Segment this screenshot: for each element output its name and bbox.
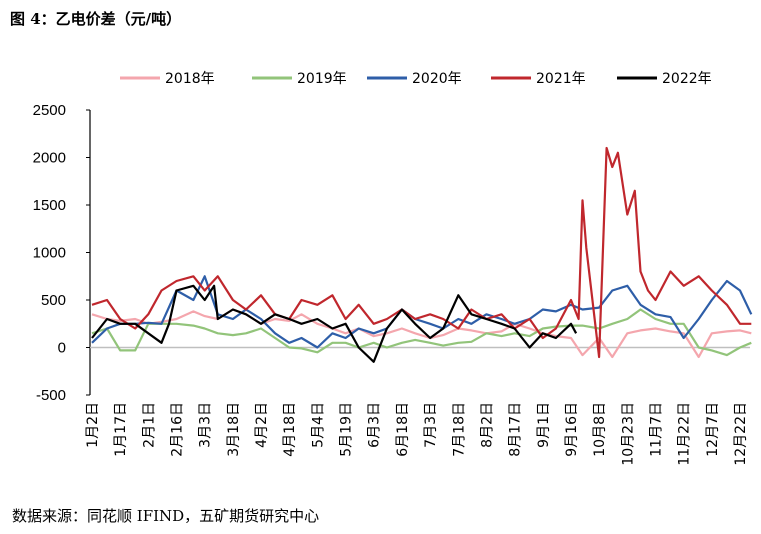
x-tick-label: 8月2日 xyxy=(479,402,495,448)
y-tick-label: 1500 xyxy=(33,197,66,214)
x-tick-label: 1月2日 xyxy=(85,402,101,448)
x-tick-label: 11月22日 xyxy=(677,402,693,466)
legend-label: 2020年 xyxy=(412,71,462,87)
x-tick-label: 10月8日 xyxy=(592,402,608,457)
legend-label: 2021年 xyxy=(536,71,586,87)
x-tick-label: 8月17日 xyxy=(508,402,524,457)
legend-label: 2022年 xyxy=(662,71,712,87)
chart-title: 图 4：乙电价差（元/吨） xyxy=(10,10,182,28)
x-tick-label: 7月18日 xyxy=(451,402,467,457)
series-line-2018年 xyxy=(91,308,752,359)
y-tick-label: 2500 xyxy=(33,102,66,119)
source-note: 数据来源：同花顺 IFIND，五矿期货研究中心 xyxy=(12,507,320,525)
y-tick-label: 500 xyxy=(41,292,66,309)
x-tick-label: 10月23日 xyxy=(620,402,636,466)
series-line-2021年 xyxy=(91,146,752,359)
x-tick-label: 7月3日 xyxy=(423,402,439,448)
y-tick-label: 2000 xyxy=(33,150,66,167)
series-line-2022年 xyxy=(91,284,578,363)
x-tick-label: 6月18日 xyxy=(395,402,411,457)
y-tick-label: 0 xyxy=(58,340,66,357)
x-tick-label: 12月7日 xyxy=(705,402,721,457)
x-tick-label: 6月3日 xyxy=(367,402,383,448)
x-tick-label: 4月2日 xyxy=(254,402,270,448)
x-tick-label: 1月17日 xyxy=(113,402,129,457)
y-tick-label: -500 xyxy=(36,387,66,404)
x-tick-label: 5月4日 xyxy=(310,402,326,448)
x-tick-label: 9月1日 xyxy=(536,402,552,448)
series-line-2019年 xyxy=(91,308,752,357)
y-tick-label: 1000 xyxy=(33,245,66,262)
x-tick-label: 2月16日 xyxy=(170,402,186,457)
x-tick-label: 9月16日 xyxy=(564,402,580,457)
x-tick-label: 2月1日 xyxy=(141,402,157,448)
x-tick-label: 3月18日 xyxy=(226,402,242,457)
series-line-2020年 xyxy=(91,275,753,349)
legend-label: 2019年 xyxy=(297,71,347,87)
x-tick-label: 12月22日 xyxy=(733,402,749,466)
x-tick-label: 11月7日 xyxy=(648,402,664,457)
x-tick-label: 3月3日 xyxy=(198,402,214,448)
x-tick-label: 4月18日 xyxy=(282,402,298,457)
legend-label: 2018年 xyxy=(165,71,215,87)
x-tick-label: 5月19日 xyxy=(339,402,355,457)
